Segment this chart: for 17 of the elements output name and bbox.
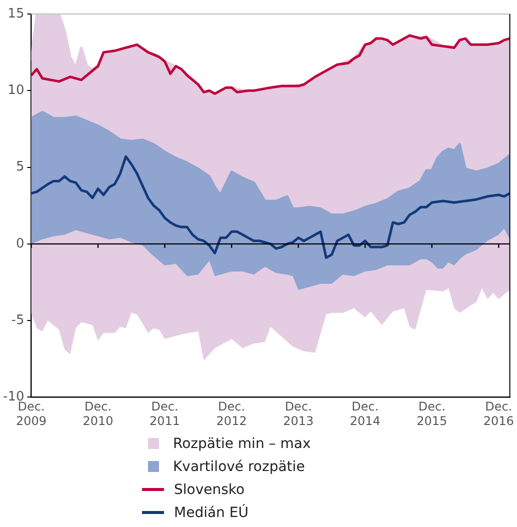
- x-tick-label: Dec. 2014: [350, 400, 380, 428]
- y-tick-label: -5: [11, 312, 24, 328]
- legend-label: Kvartilové rozpätie: [173, 458, 305, 474]
- y-tick-label: 5: [16, 160, 24, 175]
- x-tick-label: Dec. 2013: [283, 400, 314, 428]
- legend-label: Slovensko: [174, 482, 245, 498]
- legend-label: Medián EÚ: [174, 504, 248, 520]
- x-tick-label: Dec. 2016: [483, 400, 514, 428]
- y-tick-label: 10: [8, 83, 24, 98]
- x-tick-label: Dec. 2012: [216, 400, 247, 428]
- x-tick-label: Dec. 2015: [416, 400, 448, 428]
- legend-label: Rozpätie min – max: [173, 436, 311, 452]
- x-tick-label: Dec. 2009: [16, 400, 47, 428]
- y-tick-label: 0: [16, 236, 24, 252]
- x-tick-label: Dec. 2011: [150, 400, 180, 428]
- x-tick-label: Dec. 2010: [82, 400, 114, 428]
- y-tick-label: 15: [8, 6, 24, 22]
